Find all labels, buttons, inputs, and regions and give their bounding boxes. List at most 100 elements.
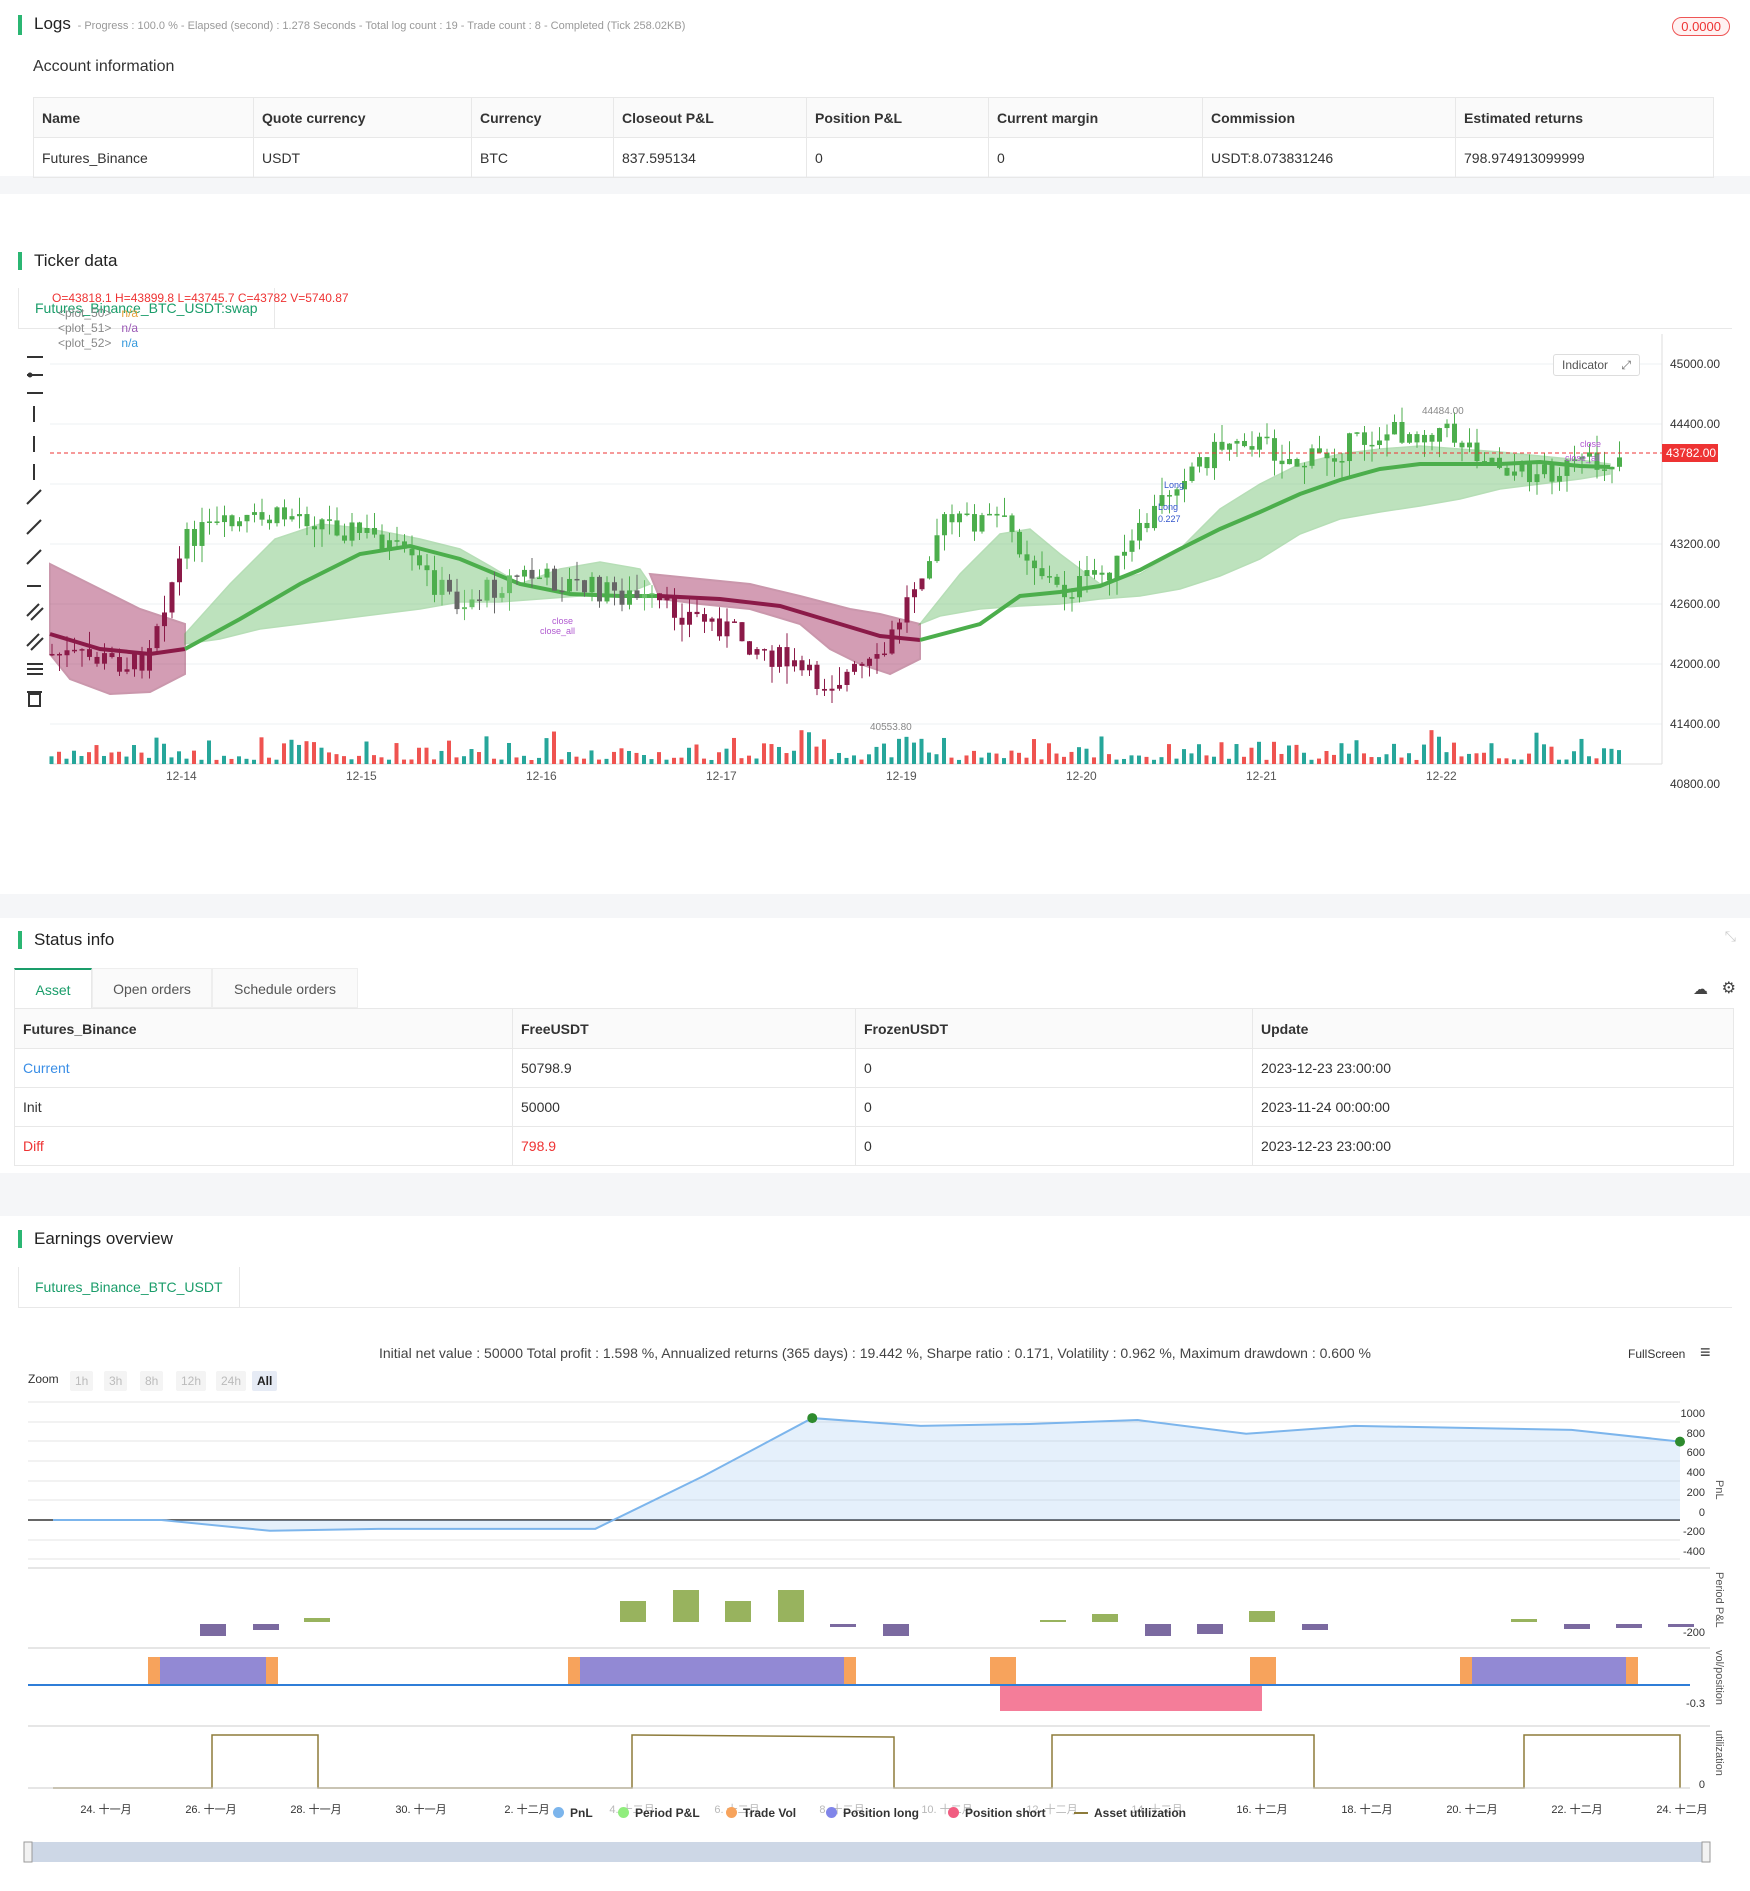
- x-tick: 2. 十二月: [504, 1802, 549, 1816]
- candle-body: [1167, 495, 1172, 497]
- candle-body: [1347, 433, 1352, 462]
- zoom-3h[interactable]: 3h: [104, 1371, 128, 1391]
- volume-bar: [154, 737, 159, 764]
- volume-bar: [522, 755, 526, 764]
- volume-bar: [1107, 754, 1111, 764]
- bull-band-1: [184, 523, 652, 645]
- time-tick: 12-15: [346, 769, 377, 783]
- collapse-icon[interactable]: ⤡: [1724, 928, 1736, 944]
- legend-item-long[interactable]: Position long: [826, 1806, 919, 1820]
- volume-bar: [297, 744, 301, 764]
- legend-item-util[interactable]: Asset utilization: [1074, 1806, 1186, 1820]
- volume-bar: [957, 759, 961, 764]
- volume-bar: [1092, 757, 1096, 764]
- tab-asset[interactable]: Asset: [14, 968, 92, 1008]
- volume-bar: [867, 754, 871, 764]
- asset-header-row: Futures_Binance FreeUSDT FrozenUSDT Upda…: [14, 1008, 1734, 1049]
- volume-bar: [1377, 757, 1381, 764]
- cell: Futures_Binance: [33, 137, 254, 178]
- candle-body: [604, 582, 610, 602]
- volume-bar: [1542, 744, 1546, 764]
- annotation-qty: 0.227: [1158, 514, 1181, 524]
- trend-line-tool-icon[interactable]: [26, 489, 42, 505]
- expand-icon[interactable]: ⤢: [1621, 358, 1631, 372]
- candle-body: [334, 520, 340, 536]
- volume-bar: [1324, 750, 1329, 764]
- horizontal-ray-tool-icon[interactable]: [27, 372, 43, 378]
- candle-body: [867, 658, 872, 666]
- candle-body: [1024, 554, 1030, 561]
- price-tick: 45000.00: [1670, 357, 1720, 371]
- legend-item-pnl[interactable]: PnL: [553, 1806, 593, 1820]
- candle-body: [544, 568, 550, 578]
- cloud-download-icon[interactable]: ☁: [1693, 981, 1708, 998]
- time-tick: 12-19: [886, 769, 917, 783]
- fullscreen-button[interactable]: FullScreen: [1628, 1347, 1686, 1361]
- time-tick: 12-16: [526, 769, 557, 783]
- zoom-8h[interactable]: 8h: [140, 1371, 164, 1391]
- tab-earnings-symbol[interactable]: Futures_Binance_BTC_USDT: [18, 1267, 240, 1307]
- price-tick: 44400.00: [1670, 417, 1720, 431]
- menu-icon[interactable]: ≡: [1700, 1342, 1711, 1362]
- navigator-left-handle[interactable]: [23, 1841, 33, 1863]
- candle-body: [724, 621, 730, 637]
- candle-body: [484, 579, 490, 601]
- fib-tool-icon[interactable]: [26, 633, 44, 651]
- candle-body: [972, 514, 977, 532]
- candle-body: [1077, 576, 1082, 598]
- zoom-all[interactable]: All: [252, 1371, 278, 1391]
- candle-body: [1497, 457, 1502, 468]
- volume-bar: [664, 759, 669, 764]
- zoom-24h[interactable]: 24h: [216, 1371, 247, 1391]
- legend-item-short[interactable]: Position short: [948, 1806, 1046, 1820]
- volume-bar: [972, 750, 976, 764]
- candle-body: [1317, 448, 1322, 453]
- volume-bar: [1144, 756, 1149, 764]
- volume-bar: [199, 759, 204, 764]
- pos-axis-title: vol/position: [1713, 1650, 1725, 1705]
- utilization-line: [53, 1734, 1681, 1789]
- parallel-channel-tool-icon[interactable]: [26, 603, 44, 621]
- volume-bar: [814, 746, 819, 764]
- volume-bar: [1392, 743, 1396, 764]
- period-tick: -200: [1683, 1627, 1705, 1639]
- indicator-button[interactable]: Indicator ⤢: [1553, 354, 1640, 376]
- volume-bar: [124, 756, 129, 764]
- volume-bar: [912, 742, 916, 764]
- horizontal-lines-tool-icon[interactable]: [27, 663, 43, 675]
- ray-tool-icon[interactable]: [26, 519, 42, 535]
- volume-bar: [432, 759, 436, 764]
- navigator-right-handle[interactable]: [1701, 1841, 1711, 1863]
- candle-body: [132, 652, 137, 670]
- candle-body: [1092, 570, 1097, 575]
- candle-body: [1579, 456, 1585, 460]
- volume-bar: [919, 738, 924, 764]
- annotation-close: close: [1580, 439, 1601, 449]
- zoom-1h[interactable]: 1h: [70, 1371, 94, 1391]
- volume-bar: [79, 756, 84, 764]
- tab-schedule-orders[interactable]: Schedule orders: [212, 968, 358, 1008]
- candle-body: [567, 578, 572, 592]
- volume-bar: [372, 755, 376, 764]
- zoom-12h[interactable]: 12h: [176, 1371, 207, 1391]
- util-tick: 0: [1699, 1779, 1705, 1791]
- candle-body: [514, 575, 520, 577]
- volume-bar: [1032, 739, 1036, 764]
- trash-icon[interactable]: [27, 691, 42, 707]
- legend-item-period[interactable]: Period P&L: [618, 1806, 700, 1820]
- tab-open-orders[interactable]: Open orders: [92, 968, 212, 1008]
- navigator-track[interactable]: [24, 1842, 1710, 1862]
- candle-body: [792, 660, 797, 667]
- tab-ticker-symbol[interactable]: Futures_Binance_BTC_USDT:swap: [18, 288, 275, 328]
- volume-bar: [1549, 746, 1554, 764]
- volume-bar: [1422, 744, 1426, 764]
- volume-bar: [387, 759, 391, 764]
- pnl-area: [53, 1418, 1680, 1531]
- cell: 2023-12-23 23:00:00: [1252, 1126, 1734, 1166]
- col-exchange: Futures_Binance: [14, 1008, 513, 1049]
- legend-item-tradevol[interactable]: Trade Vol: [726, 1806, 796, 1820]
- segment-tool-icon[interactable]: [26, 549, 42, 565]
- candle-body: [949, 514, 955, 523]
- candle-body: [1354, 432, 1360, 434]
- gear-icon[interactable]: ⚙: [1721, 980, 1736, 997]
